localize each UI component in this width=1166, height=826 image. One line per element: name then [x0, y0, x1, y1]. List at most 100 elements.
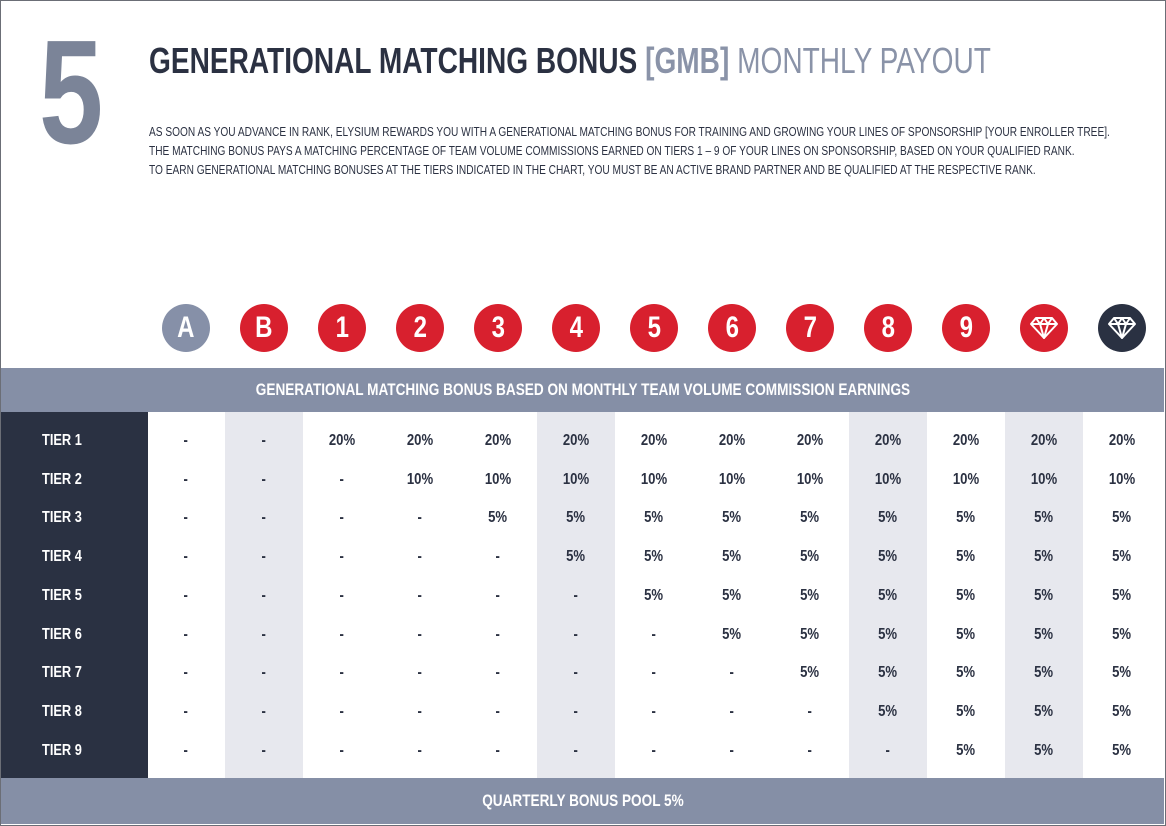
cell-value: -: [261, 702, 267, 720]
table-cell: 20%: [693, 422, 771, 460]
cell-value: -: [651, 625, 657, 643]
cell-value: -: [183, 548, 189, 566]
rank-badge-4: 4: [552, 304, 600, 352]
table-cell: -: [225, 577, 303, 615]
column-shade: [537, 412, 615, 778]
cell-value: -: [729, 702, 735, 720]
table-cell: -: [225, 616, 303, 654]
table-cell: 5%: [771, 654, 849, 692]
table-cell: -: [147, 461, 225, 499]
tier-label: TIER 4: [42, 538, 92, 576]
table-cell: 5%: [927, 616, 1005, 654]
tier-column: [1, 412, 148, 778]
table-cell: 10%: [927, 461, 1005, 499]
cell-value: -: [261, 509, 267, 527]
table-cell: -: [771, 693, 849, 731]
cell-value: 5%: [1112, 548, 1132, 566]
table-cell: -: [537, 693, 615, 731]
table-cell: 20%: [615, 422, 693, 460]
table-cell: -: [381, 654, 459, 692]
table-cell: -: [147, 693, 225, 731]
table-cell: 5%: [1083, 499, 1161, 537]
table-cell: 5%: [1005, 732, 1083, 770]
intro-line: TO EARN GENERATIONAL MATCHING BONUSES AT…: [149, 162, 1036, 177]
table-cell: -: [459, 693, 537, 731]
table-cell: 5%: [1083, 616, 1161, 654]
cell-value: 5%: [878, 702, 898, 720]
rank-label: 1: [335, 311, 349, 344]
tier-label: TIER 6: [42, 616, 92, 654]
cell-value: -: [183, 470, 189, 488]
cell-value: 5%: [1034, 509, 1054, 527]
table-cell: 5%: [1005, 616, 1083, 654]
cell-value: 10%: [640, 470, 668, 488]
table-cell: -: [225, 499, 303, 537]
rank-badge-2: 2: [396, 304, 444, 352]
cell-value: 5%: [722, 509, 742, 527]
table-cell: -: [537, 732, 615, 770]
table-cell: -: [771, 732, 849, 770]
rank-badge-8: 8: [864, 304, 912, 352]
cell-value: -: [417, 702, 423, 720]
table-cell: 20%: [849, 422, 927, 460]
tier-label-text: TIER 2: [42, 470, 82, 488]
table-cell: 10%: [381, 461, 459, 499]
cell-value: 20%: [1108, 432, 1136, 449]
cell-value: 5%: [878, 586, 898, 604]
table-cell: -: [147, 616, 225, 654]
cell-value: 5%: [1112, 625, 1132, 643]
table-cell: -: [303, 693, 381, 731]
table-header: GENERATIONAL MATCHING BONUS BASED ON MON…: [255, 380, 910, 399]
table-cell: 5%: [615, 538, 693, 576]
tier-label-text: TIER 6: [42, 625, 82, 643]
table-cell: 5%: [849, 538, 927, 576]
intro-line: AS SOON AS YOU ADVANCE IN RANK, ELYSIUM …: [149, 124, 1110, 139]
tier-label-text: TIER 1: [42, 432, 82, 449]
cell-value: -: [261, 548, 267, 566]
rank-badge-5: 5: [630, 304, 678, 352]
table-cell: -: [459, 654, 537, 692]
table-cell: -: [225, 538, 303, 576]
cell-value: 10%: [874, 470, 902, 488]
cell-value: 20%: [406, 432, 434, 449]
cell-value: 10%: [484, 470, 512, 488]
table-cell: 10%: [849, 461, 927, 499]
cell-value: -: [573, 625, 579, 643]
cell-value: 5%: [878, 664, 898, 682]
cell-value: 10%: [718, 470, 746, 488]
table-cell: 10%: [537, 461, 615, 499]
table-cell: -: [615, 654, 693, 692]
rank-label: 7: [803, 311, 817, 344]
table-cell: 5%: [1005, 538, 1083, 576]
table-cell: 5%: [849, 499, 927, 537]
cell-value: 5%: [488, 509, 508, 527]
table-cell: 5%: [849, 616, 927, 654]
table-cell: -: [225, 461, 303, 499]
rank-badge-a: A: [162, 304, 210, 352]
tier-label: TIER 1: [42, 422, 92, 460]
table-cell: 5%: [927, 654, 1005, 692]
tier-label: TIER 5: [42, 577, 92, 615]
rank-badge-diamond: [1020, 304, 1068, 352]
table-cell: 5%: [693, 577, 771, 615]
table-cell: 10%: [693, 461, 771, 499]
tier-label: TIER 9: [42, 732, 92, 770]
cell-value: -: [339, 470, 345, 488]
cell-value: -: [573, 586, 579, 604]
rank-label: 2: [413, 311, 427, 344]
table-cell: 5%: [693, 499, 771, 537]
table-footer: QUARTERLY BONUS POOL 5%: [481, 791, 684, 810]
table-cell: 5%: [849, 577, 927, 615]
table-cell: -: [615, 616, 693, 654]
table-cell: -: [615, 693, 693, 731]
cell-value: -: [651, 664, 657, 682]
tier-label-text: TIER 8: [42, 702, 82, 720]
table-cell: 20%: [771, 422, 849, 460]
table-cell: 10%: [771, 461, 849, 499]
cell-value: 5%: [1034, 625, 1054, 643]
rank-badge-b: B: [240, 304, 288, 352]
table-cell: -: [303, 654, 381, 692]
cell-value: 5%: [1034, 741, 1054, 759]
table-cell: 5%: [771, 616, 849, 654]
cell-value: 5%: [956, 509, 976, 527]
